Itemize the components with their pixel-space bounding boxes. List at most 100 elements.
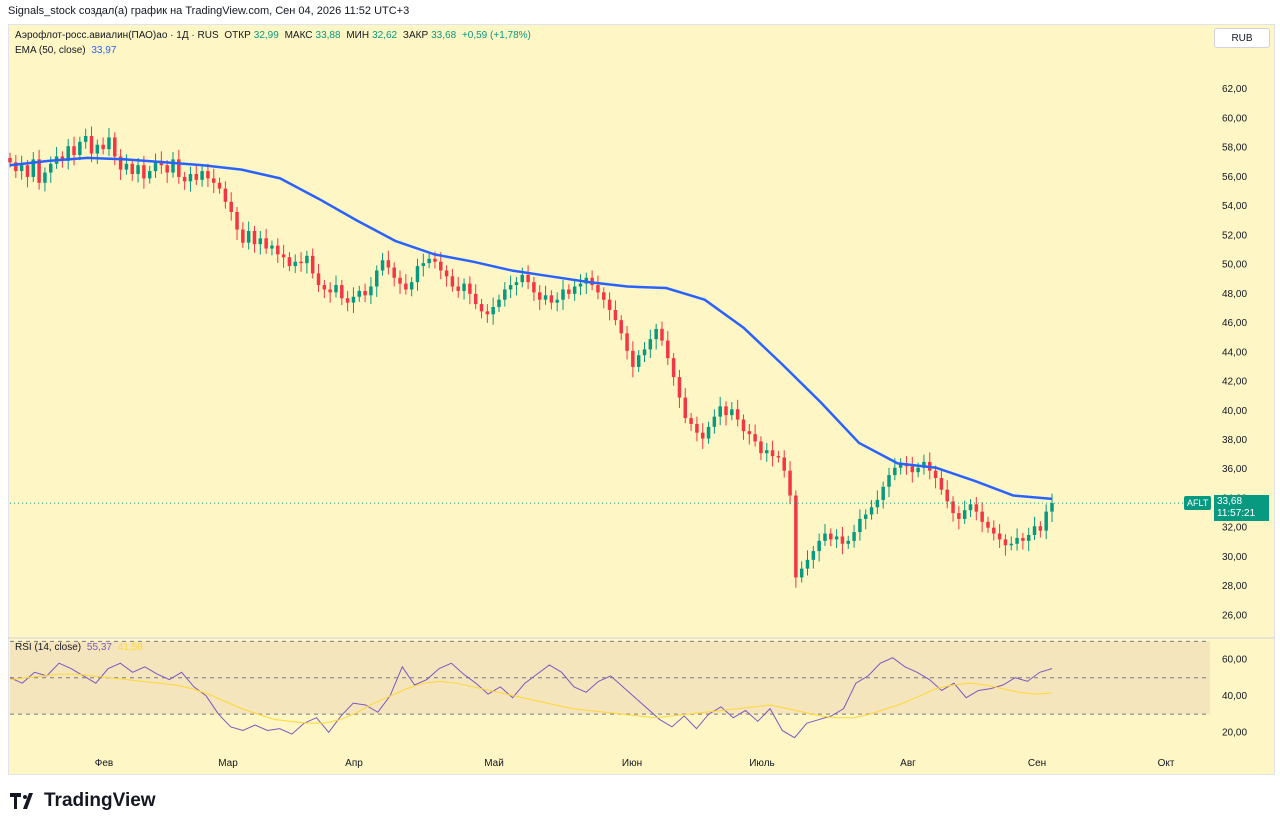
candle-body: [473, 293, 478, 305]
candle-body: [561, 289, 565, 300]
candle-body: [788, 470, 792, 496]
rsi-label[interactable]: RSI (14, close): [15, 642, 82, 653]
candle-body: [834, 536, 839, 540]
candle-body: [526, 274, 530, 283]
candle-body: [1032, 526, 1037, 535]
candle-body: [351, 296, 356, 303]
candle-body: [875, 499, 880, 508]
candle-body: [369, 286, 373, 296]
candle-body: [549, 295, 554, 303]
candle-body: [782, 457, 786, 471]
candle-body: [497, 299, 501, 307]
candle-body: [817, 540, 821, 552]
candle-body: [625, 333, 629, 351]
high-label: МАКС: [284, 30, 313, 41]
candle-body: [1021, 537, 1025, 541]
x-tick-label: Мар: [218, 758, 238, 769]
candle-body: [852, 532, 856, 541]
candle-body: [427, 258, 431, 264]
candle-body: [770, 450, 775, 457]
x-tick-label: Июн: [622, 758, 642, 769]
candle-body: [700, 432, 705, 439]
candle-body: [619, 320, 623, 334]
x-tick-label: Июль: [749, 758, 775, 769]
candle-body: [636, 355, 641, 367]
candle-body: [712, 416, 717, 427]
candle-body: [654, 328, 658, 340]
candle-body: [968, 504, 973, 511]
candle-body: [206, 171, 210, 179]
candle-body: [485, 311, 490, 315]
candle-body: [287, 257, 292, 267]
candle-body: [677, 377, 682, 398]
candle-body: [386, 260, 391, 268]
candle-body: [1015, 537, 1019, 544]
candle-body: [200, 171, 204, 180]
candle-body: [724, 406, 728, 416]
candle-body: [241, 229, 245, 243]
candle-body: [962, 510, 967, 519]
candle-body: [520, 274, 525, 283]
tradingview-logo[interactable]: TradingView: [10, 790, 156, 812]
candle-body: [992, 527, 996, 534]
candle-body: [543, 295, 548, 300]
candle-body: [89, 136, 94, 154]
candle-body: [671, 358, 676, 378]
candle-body: [153, 160, 158, 172]
candle-body: [648, 339, 653, 350]
x-tick-label: Фев: [95, 758, 113, 769]
last-price-label: 33,68 11:57:21: [1214, 495, 1269, 521]
y-tick-label: 26,00: [1222, 610, 1247, 621]
candle-body: [421, 263, 426, 267]
candle-body: [829, 533, 833, 540]
candle-body: [31, 159, 36, 177]
candle-body: [858, 518, 862, 533]
candle-body: [660, 328, 664, 341]
candle-body: [642, 349, 647, 356]
candle-body: [136, 165, 140, 174]
candle-body: [846, 540, 851, 544]
candle-body: [898, 463, 903, 468]
candle-body: [491, 307, 495, 315]
candle-body: [392, 267, 396, 278]
candle-body: [264, 238, 268, 249]
y-tick-label: 32,00: [1222, 523, 1247, 534]
candle-body: [881, 486, 885, 500]
symbol-name[interactable]: Аэрофлот-росс.авиалин(ПАО)ао · 1Д · RUS: [15, 30, 219, 41]
symbol-legend: Аэрофлот-росс.авиалин(ПАО)ао · 1Д · RUS …: [15, 30, 534, 41]
candle-body: [316, 273, 321, 286]
candle-body: [572, 286, 577, 294]
candle-body: [113, 137, 117, 157]
tradingview-logo-icon: [10, 793, 33, 809]
candle-body: [252, 231, 257, 245]
y-tick-label: 44,00: [1222, 347, 1247, 358]
candle-body: [72, 146, 76, 155]
currency-button[interactable]: RUB: [1214, 28, 1270, 48]
candle-body: [794, 495, 798, 578]
candle-body: [974, 504, 979, 512]
candle-body: [508, 285, 513, 290]
candle-body: [1026, 535, 1031, 541]
high-value: 33,88: [315, 30, 341, 41]
candle-body: [631, 350, 635, 367]
candle-body: [730, 409, 734, 416]
candle-body: [811, 551, 816, 560]
candle-body: [980, 511, 984, 522]
y-tick-label: 28,00: [1222, 581, 1247, 592]
candle-body: [765, 450, 769, 454]
candle-body: [957, 513, 961, 519]
rsi-ma-line: [9, 673, 1053, 724]
candle-body: [188, 174, 193, 182]
ema-label[interactable]: EMA (50, close): [15, 45, 86, 56]
candle-body: [340, 285, 344, 299]
candle-body: [1050, 503, 1054, 512]
candle-body: [293, 261, 297, 267]
candle-body: [229, 201, 233, 212]
y-tick-label: 46,00: [1222, 318, 1247, 329]
candle-body: [706, 426, 711, 439]
candle-body: [479, 304, 484, 312]
y-tick-label: 30,00: [1222, 552, 1247, 563]
candle-body: [281, 254, 286, 258]
candle-body: [863, 514, 868, 519]
candle-body: [310, 255, 315, 274]
